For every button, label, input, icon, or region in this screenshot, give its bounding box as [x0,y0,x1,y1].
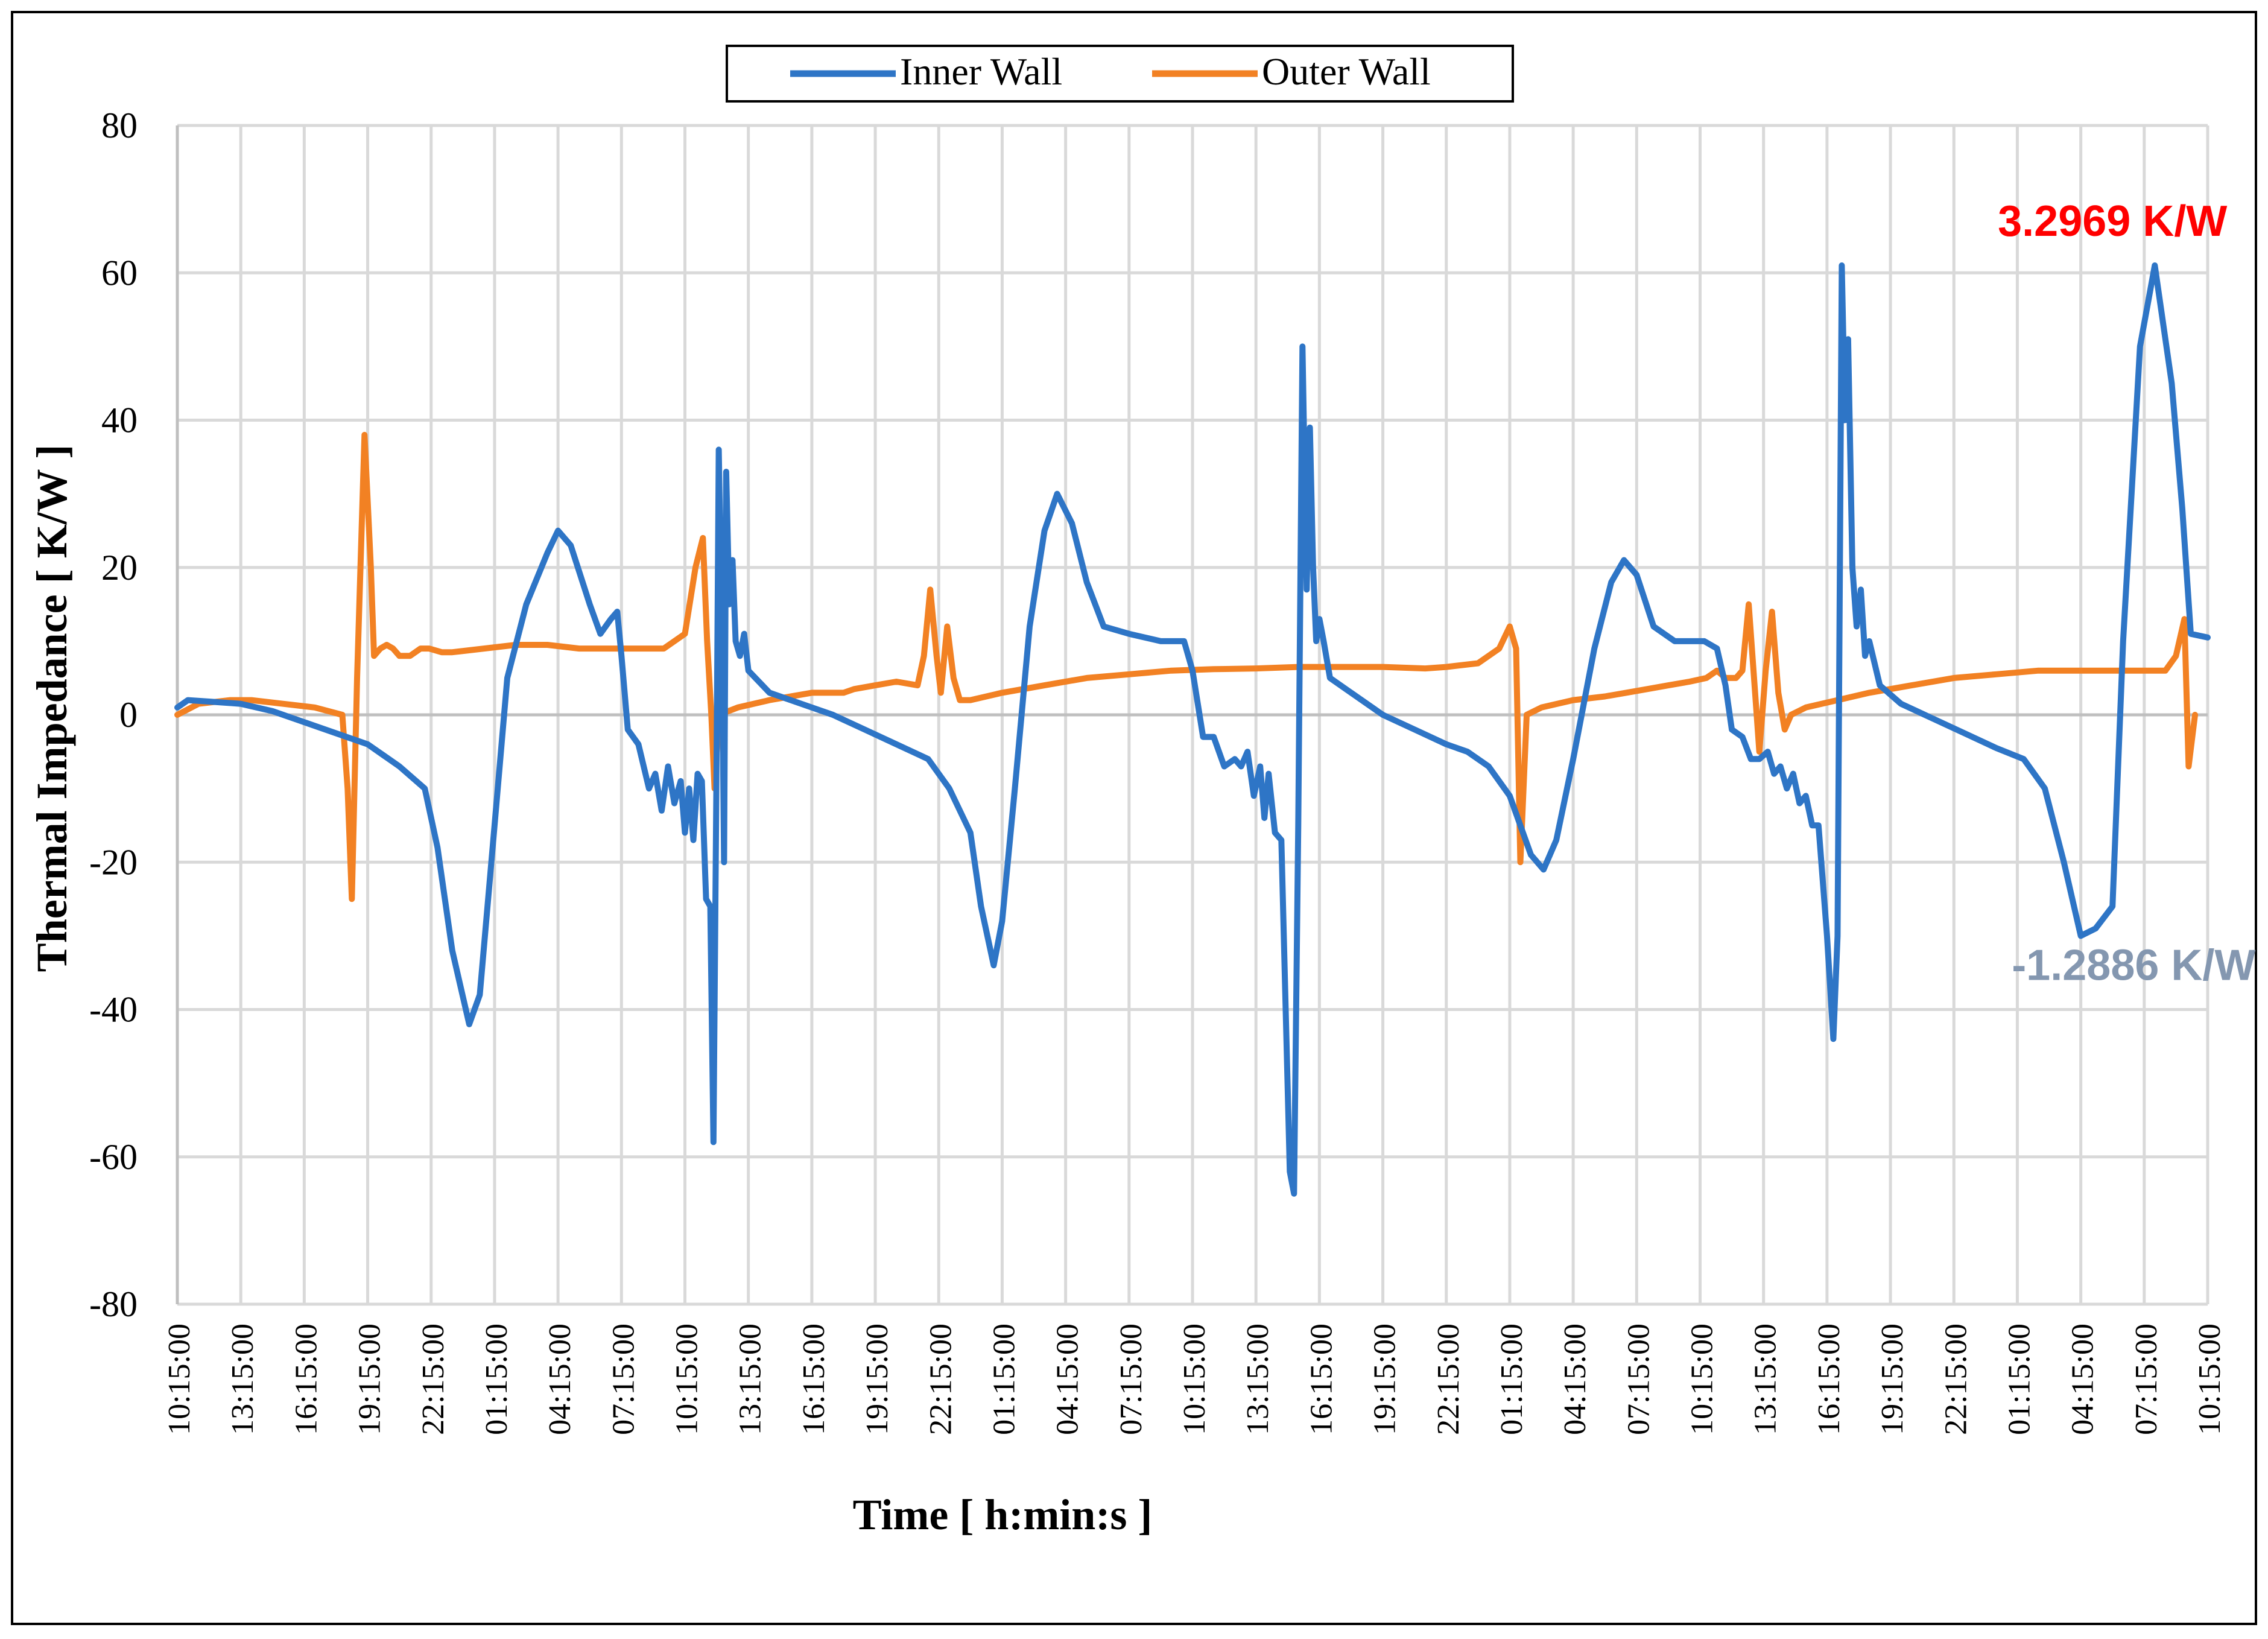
x-tick-label: 22:15:00 [1431,1324,1466,1435]
x-tick-label: 07:15:00 [2129,1324,2164,1435]
x-tick-label: 01:15:00 [480,1324,514,1435]
data-series [174,262,2211,1197]
x-tick-label: 10:15:00 [1685,1324,1720,1435]
x-tick-label: 10:15:00 [162,1324,197,1435]
annotation-label: -1.2886 K/W [2012,942,2255,990]
annotation-label: 3.2969 K/W [1998,197,2227,246]
x-tick-label: 16:15:00 [797,1324,831,1435]
x-tick-label: 19:15:00 [353,1324,387,1435]
legend-label-inner-wall: Inner Wall [900,50,1062,93]
x-tick-label: 10:15:00 [670,1324,705,1435]
x-tick-label: 04:15:00 [543,1324,577,1435]
x-tick-label: 07:15:00 [1621,1324,1656,1435]
x-tick-label: 04:15:00 [1051,1324,1085,1435]
y-tick-label: 0 [119,695,138,735]
x-tick-label: 22:15:00 [416,1324,451,1435]
x-tick-label: 19:15:00 [860,1324,895,1435]
y-tick-label: -60 [89,1137,138,1177]
x-tick-label: 01:15:00 [2002,1324,2036,1435]
x-tick-label: 16:15:00 [289,1324,323,1435]
x-axis-title: Time [ h:min:s ] [853,1491,1153,1539]
y-tick-label: -80 [89,1284,138,1324]
x-tick-label: 10:15:00 [1177,1324,1212,1435]
x-tick-label: 13:15:00 [1241,1324,1275,1435]
annotations: 3.2969 K/W -1.2886 K/W [1998,197,2255,989]
axes: 10:15:00 13:15:00 16:15:00 19:15:00 22:15:00… [89,106,2227,1435]
series-line-inner-wall [174,262,2211,1197]
x-tick-label: 22:15:00 [1939,1324,1973,1435]
series-line-outer-wall [174,431,2198,902]
y-tick-label: -20 [89,842,138,882]
x-tick-label: 16:15:00 [1812,1324,1846,1435]
chart-outer-border [11,11,2257,1625]
x-tick-label: 04:15:00 [1558,1324,1592,1435]
y-axis-title: Thermal Impedance [ K/W ] [28,445,76,972]
x-tick-label: 01:15:00 [987,1324,1021,1435]
x-tick-label: 07:15:00 [606,1324,641,1435]
x-tick-label: 10:15:00 [2193,1324,2227,1435]
y-tick-label: 80 [101,106,138,145]
x-tick-label: 07:15:00 [1114,1324,1148,1435]
y-tick-label: 40 [101,401,138,440]
x-tick-label: 19:15:00 [1875,1324,1910,1435]
x-tick-label: 19:15:00 [1368,1324,1402,1435]
y-tick-label: 60 [101,253,138,293]
legend: Inner Wall Outer Wall [726,45,1514,103]
x-tick-label: 13:15:00 [1749,1324,1783,1435]
x-tick-label: 13:15:00 [733,1324,768,1435]
x-tick-label: 16:15:00 [1304,1324,1338,1435]
y-tick-label: -40 [89,990,138,1030]
x-tick-label: 01:15:00 [1495,1324,1529,1435]
y-tick-label: 20 [101,548,138,588]
legend-label-outer-wall: Outer Wall [1262,50,1431,93]
x-tick-label: 04:15:00 [2066,1324,2100,1435]
x-tick-label: 22:15:00 [923,1324,958,1435]
x-tick-label: 13:15:00 [226,1324,260,1435]
